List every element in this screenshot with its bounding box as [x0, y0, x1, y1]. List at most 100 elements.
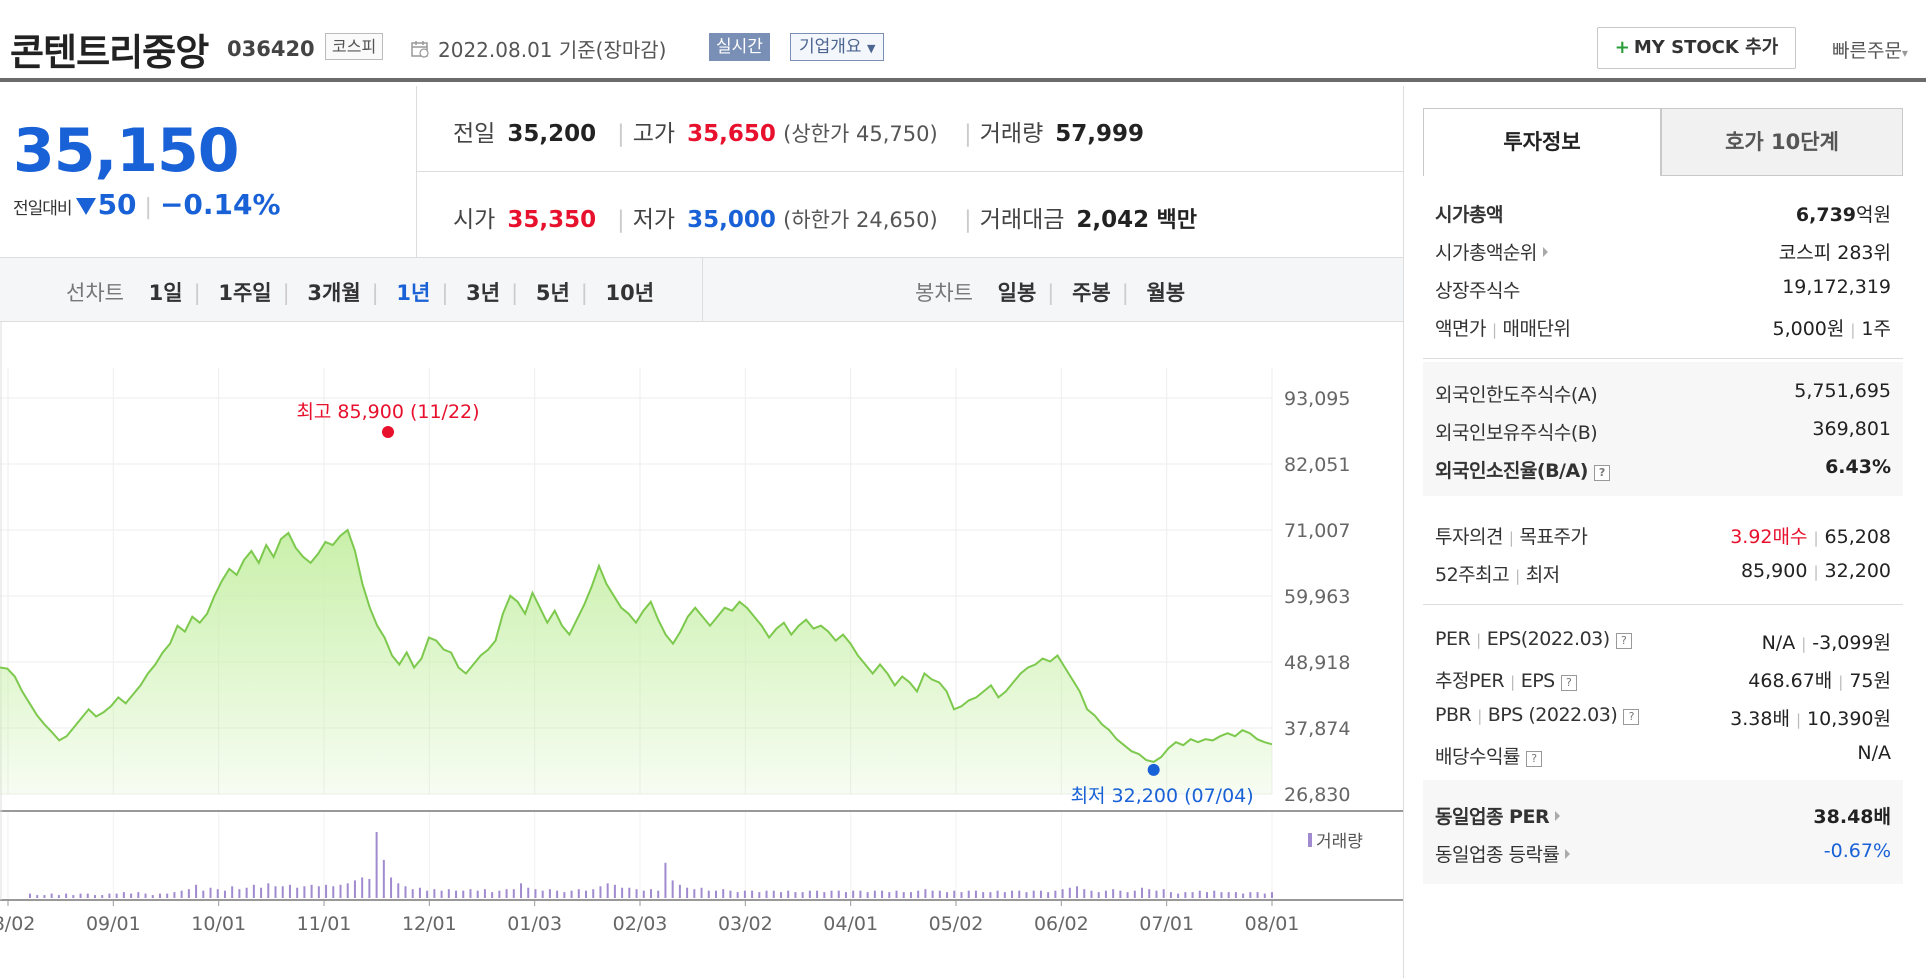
volume-bar	[794, 892, 797, 898]
y-tick-label: 26,830	[1284, 784, 1350, 806]
price-chart-svg: 93,095 82,051 71,007 59,963 48,918 37,874 26,8…	[0, 322, 1403, 935]
realtime-button[interactable]: 실시간	[709, 33, 770, 61]
volume-bar	[317, 886, 320, 898]
x-tick-label: 11/01	[297, 913, 352, 935]
volume-bar	[1271, 892, 1273, 898]
open-cell: 시가 35,350	[453, 200, 596, 234]
low-value: 35,000	[687, 207, 776, 233]
period-3m[interactable]: 3개월	[307, 281, 361, 305]
period-3y[interactable]: 3년	[466, 281, 501, 305]
help-icon[interactable]: ?	[1623, 709, 1640, 725]
cap-rank-row[interactable]: 시가총액순위 코스피 283위	[1423, 230, 1903, 268]
volume-bar	[281, 886, 284, 898]
volume-bar	[635, 889, 638, 898]
period-1d[interactable]: 1일	[148, 281, 183, 305]
volume-bar	[1025, 892, 1028, 898]
market-cap-value: 6,739억원	[1795, 204, 1891, 226]
y-tick-label: 48,918	[1284, 652, 1350, 674]
volume-bar	[1090, 890, 1093, 898]
candle-weekly[interactable]: 주봉	[1072, 281, 1111, 305]
sector-per-value: 38.48배	[1813, 806, 1891, 828]
sector-block: 동일업종 PER 38.48배 동일업종 등락률 -0.67%	[1423, 780, 1903, 884]
foreign-limit-value: 5,751,695	[1794, 380, 1891, 402]
volume-bar	[72, 895, 75, 898]
period-5y[interactable]: 5년	[535, 281, 570, 305]
volume-bar	[202, 890, 205, 898]
change-amount: 50	[97, 188, 137, 221]
volume-bar	[982, 892, 985, 898]
volume-bar	[1234, 892, 1237, 898]
volume-bar	[974, 890, 977, 898]
help-icon[interactable]: ?	[1615, 633, 1632, 649]
volume-bar	[260, 887, 263, 898]
volume-bar	[346, 883, 349, 898]
chevron-right-icon	[1555, 811, 1561, 821]
y-tick-label: 59,963	[1284, 586, 1350, 608]
volume-bar	[375, 832, 378, 898]
volume-bar	[512, 889, 515, 898]
est-per-row: 추정PER | EPS? 468.67배 | 75원	[1423, 658, 1903, 696]
sector-change-row[interactable]: 동일업종 등락률 -0.67%	[1423, 832, 1903, 870]
week52-label: 52주최고 | 최저	[1435, 564, 1560, 586]
plus-icon: +	[1614, 37, 1630, 58]
current-price: 35,150	[13, 116, 240, 186]
volume-bar	[765, 890, 768, 898]
candle-daily[interactable]: 일봉	[997, 281, 1037, 305]
volume-bar	[678, 884, 681, 898]
period-10y[interactable]: 10년	[605, 281, 655, 305]
volume-bar	[909, 892, 912, 898]
line-chart-label: 선차트	[66, 281, 124, 305]
help-icon[interactable]: ?	[1560, 675, 1577, 691]
volume-bar	[556, 890, 559, 898]
help-icon[interactable]: ?	[1525, 751, 1542, 767]
volume-bar	[1169, 892, 1172, 898]
company-overview-label: 기업개요	[799, 37, 862, 57]
volume-bar	[353, 880, 356, 898]
volume-bar	[231, 886, 234, 898]
sector-per-label[interactable]: 동일업종 PER	[1435, 802, 1561, 829]
volume-bar	[382, 859, 385, 898]
tab-invest-info[interactable]: 투자정보	[1423, 108, 1661, 176]
volume-bar	[108, 893, 111, 898]
cap-rank-label[interactable]: 시가총액순위	[1435, 238, 1548, 265]
opinion-label: 투자의견 | 목표주가	[1435, 526, 1588, 548]
volume-bar	[621, 887, 624, 898]
sector-per-row[interactable]: 동일업종 PER 38.48배	[1423, 794, 1903, 832]
volume-bar	[397, 883, 400, 898]
sector-change-label[interactable]: 동일업종 등락률	[1435, 840, 1571, 867]
volume-bar	[808, 890, 811, 898]
foreign-block: 외국인한도주식수(A) 5,751,695 외국인보유주식수(B) 369,80…	[1423, 362, 1903, 496]
candle-monthly[interactable]: 월봉	[1146, 281, 1186, 305]
volume-bar	[483, 889, 486, 898]
help-icon[interactable]: ?	[1593, 465, 1610, 481]
volume-bar	[180, 890, 183, 898]
opinion-value: 3.92매수 | 65,208	[1730, 526, 1891, 548]
volume-label: 거래량	[979, 121, 1044, 147]
volume-bar	[245, 887, 248, 898]
x-tick-label: 08/01	[1245, 913, 1300, 935]
volume-bar	[606, 883, 609, 898]
volume-bar	[418, 887, 421, 898]
low-cell: | 저가 35,000 (하한가 24,650)	[617, 207, 938, 233]
face-value-row: 액면가 | 매매단위 5,000원 | 1주	[1423, 306, 1903, 344]
foreign-hold-label: 외국인보유주식수(B)	[1435, 422, 1598, 444]
trade-amount-unit: 백만	[1156, 208, 1197, 233]
tab-hoga-10[interactable]: 호가 10단계	[1661, 108, 1903, 176]
volume-bar	[729, 890, 732, 898]
volume-bar	[1263, 893, 1266, 898]
volume-bar	[751, 890, 754, 898]
volume-bar	[657, 890, 660, 898]
company-overview-button[interactable]: 기업개요 ▼	[790, 33, 885, 61]
volume-bar	[65, 893, 68, 898]
period-1w[interactable]: 1주일	[218, 281, 272, 305]
period-1y[interactable]: 1년	[396, 281, 431, 305]
volume-bar	[158, 893, 161, 898]
pbr-row: PBR | BPS (2022.03)? 3.38배 | 10,390원	[1423, 696, 1903, 734]
volume-bar	[1162, 889, 1165, 898]
volume-bar	[151, 895, 154, 898]
quick-order-button[interactable]: 빠른주문▾	[1832, 36, 1908, 63]
volume-cell: | 거래량 57,999	[964, 121, 1144, 147]
add-mystock-button[interactable]: + MY STOCK 추가	[1597, 27, 1796, 69]
volume-bar	[714, 890, 717, 898]
foreign-hold-value: 369,801	[1812, 418, 1891, 440]
